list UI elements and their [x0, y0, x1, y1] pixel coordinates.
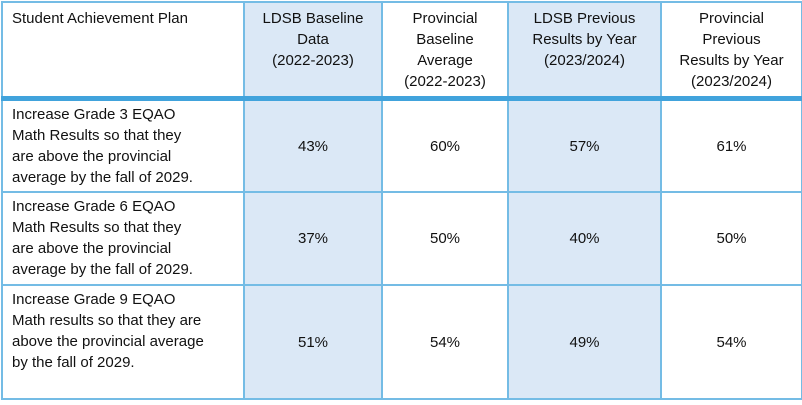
header-cell-plan: Student Achievement Plan — [1, 1, 245, 101]
table-header: Student Achievement Plan LDSB Baseline D… — [1, 1, 802, 101]
value-cell-grade3-provincial-baseline: 60% — [381, 97, 509, 193]
header-row: Student Achievement Plan LDSB Baseline D… — [1, 1, 802, 101]
value-cell-grade9-ldsb-baseline: 51% — [243, 284, 383, 400]
value-cell-grade6-provincial-previous: 50% — [660, 191, 802, 286]
table-row-grade6: Increase Grade 6 EQAO Math Results so th… — [1, 191, 802, 286]
table-row-grade9: Increase Grade 9 EQAO Math results so th… — [1, 284, 802, 400]
value-cell-grade9-ldsb-previous: 49% — [507, 284, 662, 400]
table-body: Increase Grade 3 EQAO Math Results so th… — [1, 97, 802, 400]
value-cell-grade6-ldsb-previous: 40% — [507, 191, 662, 286]
value-cell-grade9-provincial-previous: 54% — [660, 284, 802, 400]
value-cell-grade3-ldsb-previous: 57% — [507, 97, 662, 193]
goal-cell-grade6: Increase Grade 6 EQAO Math Results so th… — [1, 191, 245, 286]
goal-cell-grade9: Increase Grade 9 EQAO Math results so th… — [1, 284, 245, 400]
header-cell-provincial-baseline: Provincial Baseline Average (2022-2023) — [381, 1, 509, 101]
table-row-grade3: Increase Grade 3 EQAO Math Results so th… — [1, 97, 802, 193]
value-cell-grade9-provincial-baseline: 54% — [381, 284, 509, 400]
value-cell-grade6-ldsb-baseline: 37% — [243, 191, 383, 286]
value-cell-grade6-provincial-baseline: 50% — [381, 191, 509, 286]
value-cell-grade3-provincial-previous: 61% — [660, 97, 802, 193]
header-cell-ldsb-baseline: LDSB Baseline Data (2022-2023) — [243, 1, 383, 101]
header-cell-ldsb-previous: LDSB Previous Results by Year (2023/2024… — [507, 1, 662, 101]
value-cell-grade3-ldsb-baseline: 43% — [243, 97, 383, 193]
header-cell-provincial-previous: Provincial Previous Results by Year (202… — [660, 1, 802, 101]
goal-cell-grade3: Increase Grade 3 EQAO Math Results so th… — [1, 97, 245, 193]
